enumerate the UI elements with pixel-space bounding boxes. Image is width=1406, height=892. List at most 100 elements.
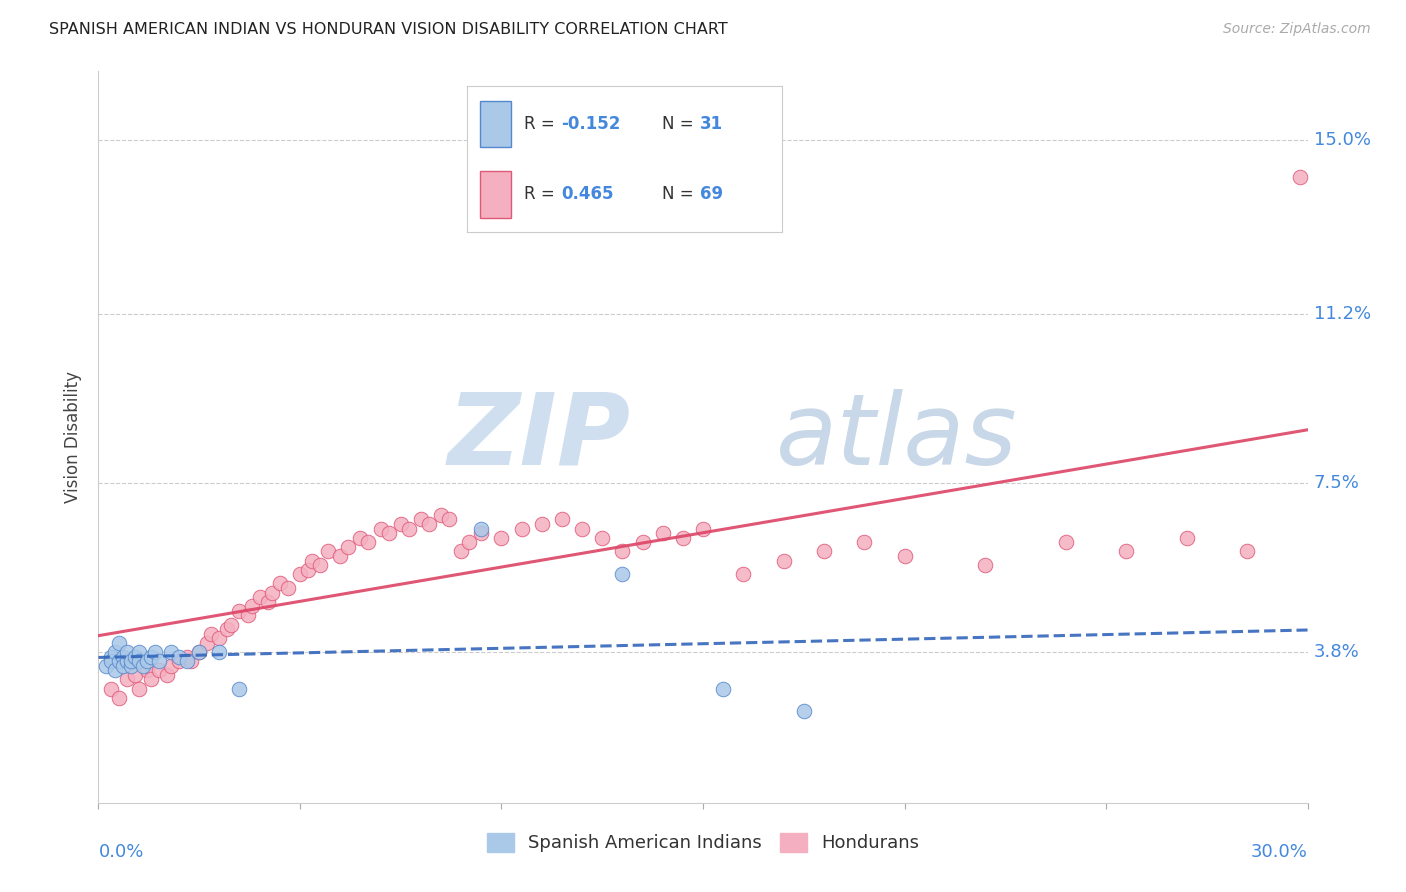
Point xyxy=(491,531,513,545)
Point xyxy=(100,649,122,664)
Point xyxy=(711,681,734,696)
Point xyxy=(240,599,263,614)
Point xyxy=(96,658,118,673)
Point xyxy=(249,590,271,604)
Point xyxy=(297,563,319,577)
Point xyxy=(377,526,399,541)
Point xyxy=(269,576,291,591)
Point xyxy=(437,512,460,526)
Point xyxy=(120,654,142,668)
Point xyxy=(309,558,332,573)
Text: ZIP: ZIP xyxy=(447,389,630,485)
Text: Source: ZipAtlas.com: Source: ZipAtlas.com xyxy=(1223,22,1371,37)
Point xyxy=(135,654,157,668)
Point xyxy=(188,645,211,659)
Point xyxy=(409,512,432,526)
Text: 11.2%: 11.2% xyxy=(1313,305,1371,323)
Point xyxy=(115,673,138,687)
Point xyxy=(470,521,492,535)
Point xyxy=(143,645,166,659)
Point xyxy=(100,654,122,668)
Point xyxy=(772,553,794,567)
Point xyxy=(793,705,815,719)
Text: SPANISH AMERICAN INDIAN VS HONDURAN VISION DISABILITY CORRELATION CHART: SPANISH AMERICAN INDIAN VS HONDURAN VISI… xyxy=(49,22,728,37)
Point xyxy=(156,667,179,682)
Point xyxy=(195,636,218,650)
Point xyxy=(470,526,492,541)
Point xyxy=(100,681,122,696)
Point xyxy=(107,654,129,668)
Point xyxy=(631,535,654,549)
Point xyxy=(612,567,634,582)
Point xyxy=(217,622,239,636)
Point xyxy=(200,626,222,640)
Point xyxy=(115,645,138,659)
Text: 30.0%: 30.0% xyxy=(1251,843,1308,861)
Point xyxy=(132,658,155,673)
Point xyxy=(418,516,440,531)
Point xyxy=(107,690,129,705)
Text: atlas: atlas xyxy=(776,389,1017,485)
Text: 15.0%: 15.0% xyxy=(1313,131,1371,149)
Point xyxy=(551,512,574,526)
Point xyxy=(813,544,835,558)
Point xyxy=(208,645,231,659)
Point xyxy=(115,654,138,668)
Point xyxy=(160,645,183,659)
Point xyxy=(236,608,259,623)
Point xyxy=(301,553,323,567)
Point xyxy=(107,636,129,650)
Point xyxy=(337,540,360,554)
Point xyxy=(651,526,673,541)
Text: 3.8%: 3.8% xyxy=(1313,643,1360,661)
Point xyxy=(316,544,339,558)
Text: 0.0%: 0.0% xyxy=(98,843,143,861)
Point xyxy=(228,681,250,696)
Point xyxy=(430,508,453,522)
Point xyxy=(128,681,150,696)
Point xyxy=(148,663,170,677)
Point xyxy=(591,531,613,545)
Point xyxy=(120,658,142,673)
Point xyxy=(692,521,714,535)
Point xyxy=(124,667,146,682)
Point xyxy=(672,531,695,545)
Point xyxy=(530,516,553,531)
Point xyxy=(1175,531,1198,545)
Point xyxy=(176,654,198,668)
Point xyxy=(180,654,202,668)
Point xyxy=(128,654,150,668)
Point xyxy=(260,585,283,599)
Point xyxy=(370,521,392,535)
Point xyxy=(176,649,198,664)
Point xyxy=(853,535,876,549)
Point xyxy=(139,649,162,664)
Point xyxy=(389,516,412,531)
Point xyxy=(167,649,190,664)
Point xyxy=(135,663,157,677)
Point xyxy=(612,544,634,558)
Point xyxy=(128,645,150,659)
Point xyxy=(357,535,380,549)
Point xyxy=(228,604,250,618)
Point xyxy=(111,658,134,673)
Point xyxy=(124,649,146,664)
Point xyxy=(288,567,311,582)
Point xyxy=(103,663,125,677)
Point xyxy=(277,581,299,595)
Point xyxy=(458,535,481,549)
Point xyxy=(1236,544,1258,558)
Point xyxy=(256,594,278,608)
Point xyxy=(974,558,997,573)
Point xyxy=(208,632,231,646)
Y-axis label: Vision Disability: Vision Disability xyxy=(65,371,83,503)
Point xyxy=(188,645,211,659)
Point xyxy=(139,673,162,687)
Point xyxy=(398,521,420,535)
Point xyxy=(571,521,593,535)
Point xyxy=(893,549,915,563)
Point xyxy=(160,658,183,673)
Point xyxy=(148,654,170,668)
Point xyxy=(1115,544,1137,558)
Point xyxy=(450,544,472,558)
